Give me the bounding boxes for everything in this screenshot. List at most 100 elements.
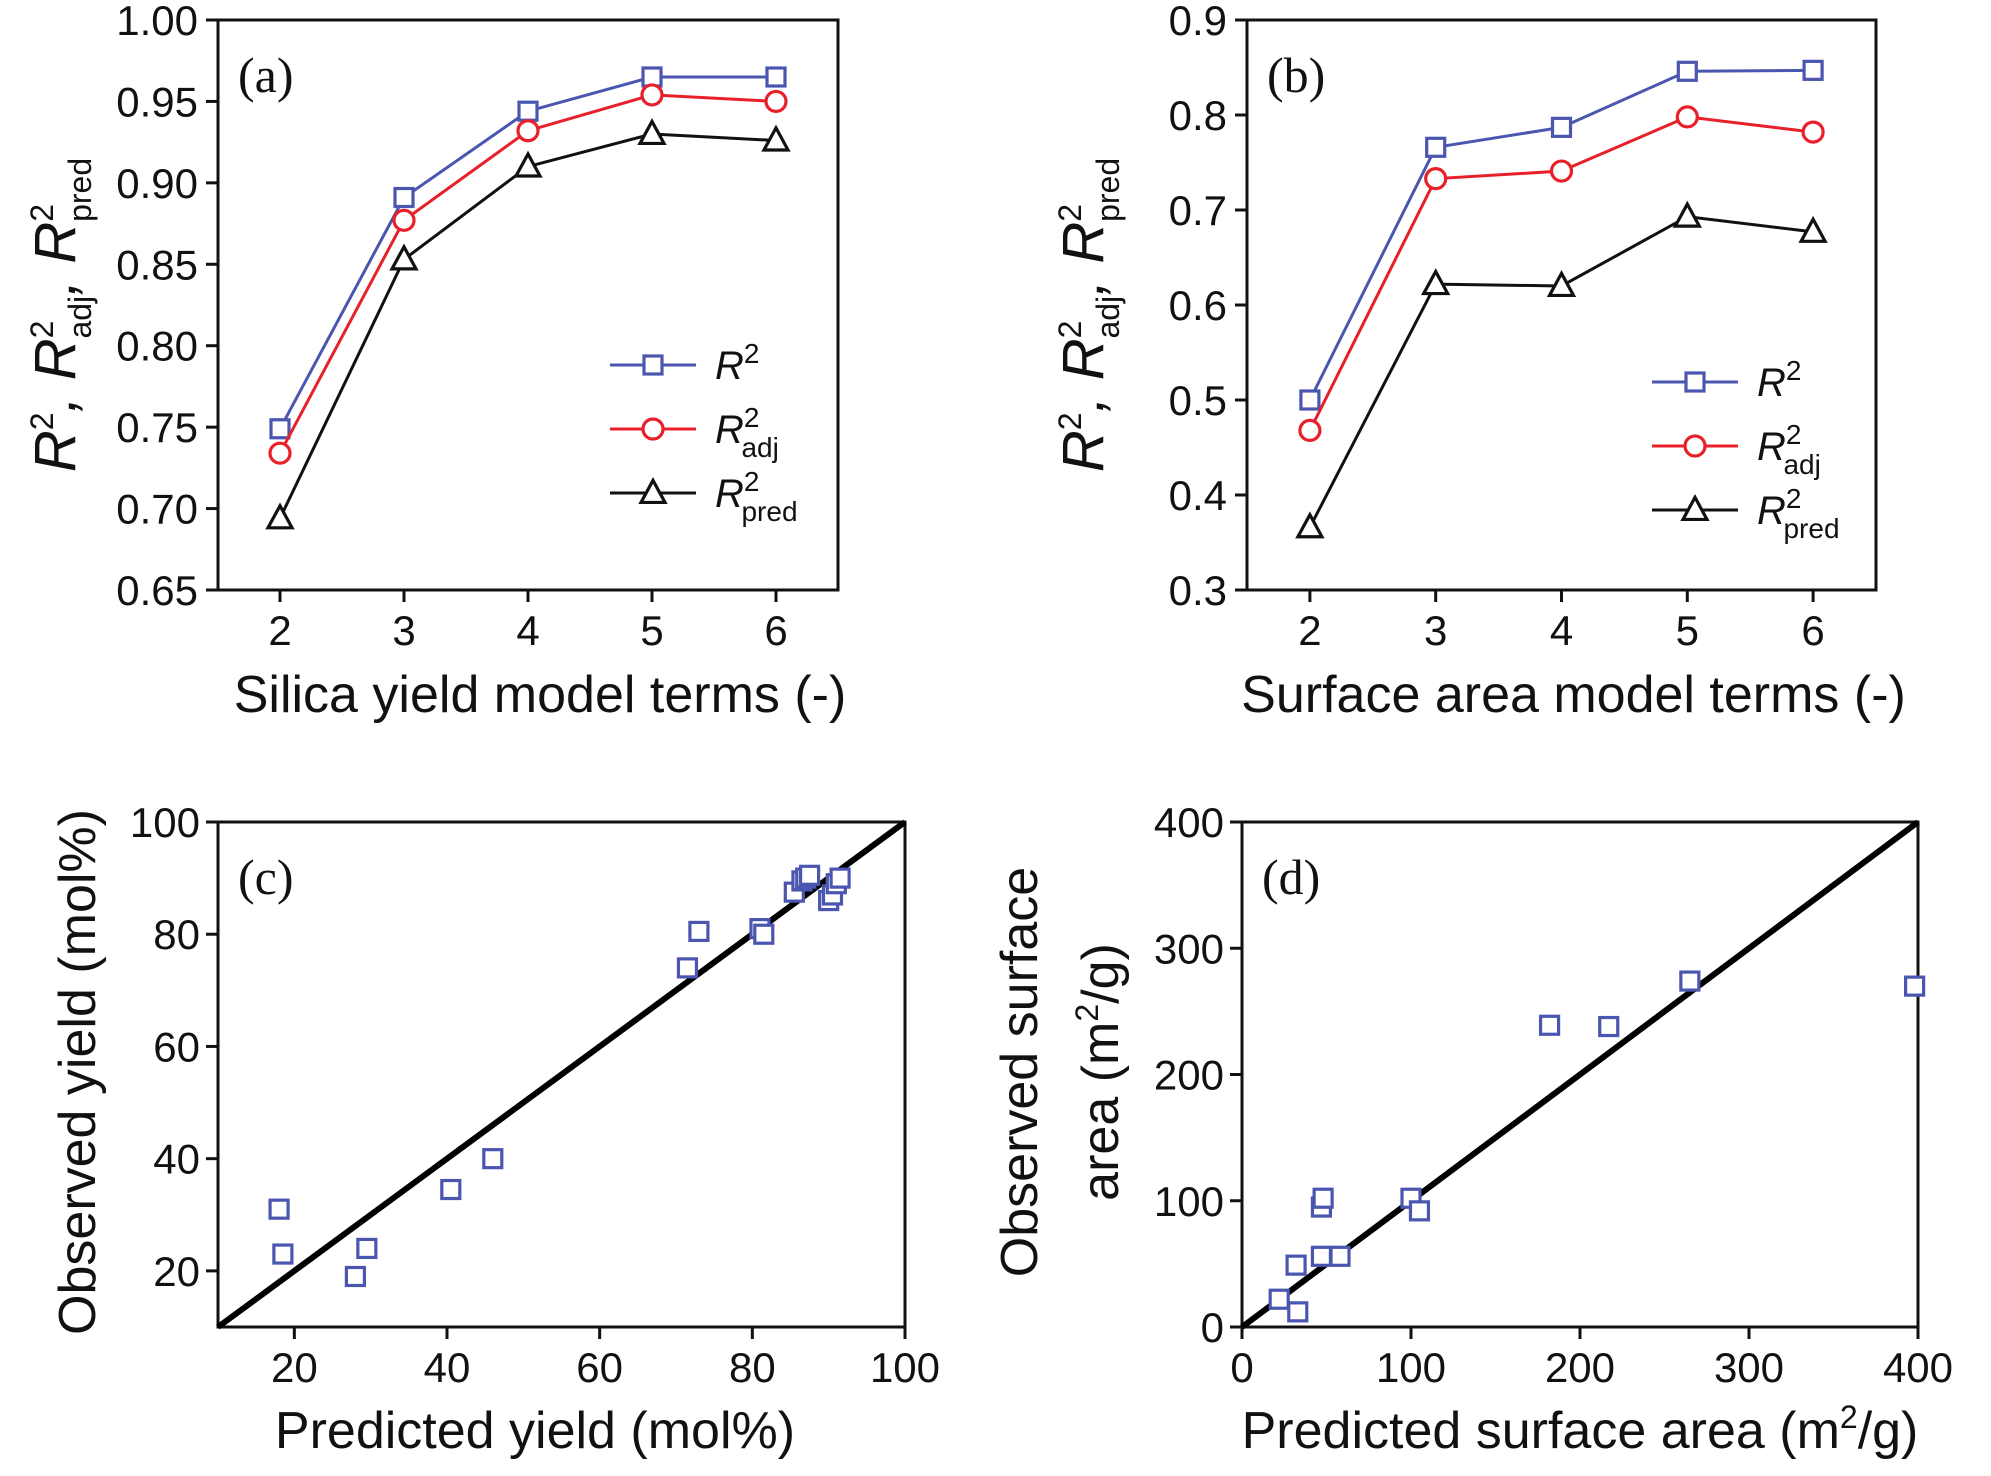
y-tick-label: 0.8 bbox=[1169, 92, 1227, 139]
text-part: R bbox=[23, 222, 88, 264]
data-point-R2adj bbox=[1298, 418, 1322, 442]
x-tick-label: 0 bbox=[1230, 1344, 1253, 1391]
panel-label: (d) bbox=[1262, 849, 1320, 905]
text-part: 2 bbox=[1052, 321, 1088, 339]
y-tick-label: 0.65 bbox=[116, 567, 198, 614]
scatter-point bbox=[344, 1265, 366, 1288]
y-tick-label: 0.80 bbox=[116, 323, 198, 370]
scatter-point bbox=[272, 1243, 294, 1265]
x-tick-label: 40 bbox=[424, 1344, 471, 1391]
y-tick-label: 80 bbox=[153, 911, 200, 958]
text-part: 2 bbox=[744, 402, 760, 433]
x-axis-title: Predicted surface area (m2/g) bbox=[1242, 1399, 1919, 1460]
text-part: 2 bbox=[24, 321, 60, 339]
x-tick-label: 2 bbox=[268, 607, 291, 654]
y-tick-label: 0.4 bbox=[1169, 472, 1227, 519]
text-part: 2 bbox=[1786, 483, 1802, 514]
scatter-point bbox=[829, 867, 851, 889]
parity-line bbox=[216, 819, 907, 1330]
legend-label-R2adj: R2 adj bbox=[715, 402, 779, 463]
y-tick-label: 100 bbox=[130, 799, 200, 846]
parity-line bbox=[1240, 819, 1920, 1330]
x-tick-label: 100 bbox=[1376, 1344, 1446, 1391]
y-tick-label: 40 bbox=[153, 1136, 200, 1183]
text-part: R bbox=[715, 344, 744, 388]
text-part: 2 bbox=[1052, 412, 1088, 430]
x-tick-label: 3 bbox=[392, 607, 415, 654]
data-point-R2 bbox=[393, 186, 415, 209]
text-part: R bbox=[715, 408, 744, 452]
scatter-point bbox=[356, 1237, 378, 1260]
text-part: , bbox=[1051, 264, 1116, 296]
legend-marker-R2 bbox=[642, 354, 664, 376]
text-part: R bbox=[23, 430, 88, 472]
text-part: /g) bbox=[1858, 1402, 1919, 1460]
y-tick-label: 300 bbox=[1154, 925, 1224, 972]
scatter-point bbox=[1408, 1200, 1431, 1222]
panel-c-parity-plot: 20 40 60 80 100 20 40 60 80 100 (c) Predicted yield… bbox=[49, 799, 940, 1460]
text-part: Predicted surface area (m bbox=[1242, 1402, 1840, 1460]
scatter-point bbox=[1310, 1245, 1333, 1267]
scatter-point bbox=[1598, 1015, 1620, 1038]
x-tick-label: 20 bbox=[271, 1344, 318, 1391]
data-point-R2adj bbox=[764, 89, 788, 114]
scatter-point bbox=[440, 1178, 462, 1201]
scatter-point bbox=[1312, 1187, 1334, 1209]
text-part: 2 bbox=[1840, 1399, 1858, 1435]
legend-label-R2adj: R2 adj bbox=[1757, 419, 1821, 480]
data-point-R2adj bbox=[640, 83, 664, 107]
text-part: pred bbox=[62, 158, 98, 222]
scatter-point bbox=[1268, 1288, 1290, 1310]
legend-marker-R2pred bbox=[638, 477, 668, 505]
scatter-point bbox=[753, 923, 775, 945]
x-tick-label: 6 bbox=[764, 607, 787, 654]
data-point-R2pred bbox=[389, 243, 419, 271]
y-axis-title: R2, R2adj, R2pred bbox=[1051, 158, 1126, 472]
text-part: 2 bbox=[1069, 1004, 1105, 1022]
text-part: R bbox=[1051, 430, 1116, 472]
legend-marker-R2 bbox=[1684, 371, 1706, 393]
text-part: 2 bbox=[1786, 419, 1802, 450]
legend-label-R2pred: R2 pred bbox=[715, 466, 798, 527]
x-tick-label: 5 bbox=[640, 607, 663, 654]
text-part: 2 bbox=[24, 412, 60, 430]
text-part: 2 bbox=[744, 338, 760, 369]
data-point-R2adj bbox=[1801, 120, 1825, 144]
scatter-point bbox=[1287, 1301, 1309, 1323]
text-part: R bbox=[1757, 489, 1786, 533]
data-point-R2 bbox=[517, 100, 539, 122]
y-tick-label: 0.3 bbox=[1169, 567, 1227, 614]
data-point-R2pred bbox=[1798, 215, 1828, 243]
text-part: R bbox=[1757, 361, 1786, 405]
text-part: , bbox=[23, 264, 88, 296]
legend-marker-R2adj bbox=[1683, 434, 1707, 458]
y-axis-title-line1: Observed surface bbox=[991, 867, 1049, 1277]
x-tick-label: 100 bbox=[870, 1344, 940, 1391]
y-tick-label: 0.90 bbox=[116, 160, 198, 207]
scatter-point bbox=[1329, 1245, 1351, 1267]
data-point-R2 bbox=[765, 66, 787, 88]
text-part: R bbox=[1051, 338, 1116, 380]
x-tick-label: 4 bbox=[516, 607, 539, 654]
data-point-R2adj bbox=[1675, 105, 1699, 129]
data-point-R2pred bbox=[1672, 200, 1702, 228]
data-point-R2 bbox=[1802, 59, 1824, 81]
data-point-R2pred bbox=[1421, 268, 1451, 296]
x-tick-label: 80 bbox=[729, 1344, 776, 1391]
data-point-R2pred bbox=[513, 150, 543, 178]
y-tick-label: 400 bbox=[1154, 799, 1224, 846]
y-tick-label: 100 bbox=[1154, 1178, 1224, 1225]
panel-label: (c) bbox=[238, 849, 294, 905]
y-tick-label: 0.9 bbox=[1169, 0, 1227, 44]
x-axis-title: Predicted yield (mol%) bbox=[275, 1402, 795, 1460]
scatter-point bbox=[268, 1198, 290, 1220]
y-tick-label: 0.70 bbox=[116, 486, 198, 533]
legend-marker-R2adj bbox=[641, 417, 665, 441]
scatter-point bbox=[1904, 975, 1926, 997]
data-point-R2pred bbox=[637, 118, 667, 146]
data-point-R2 bbox=[269, 418, 291, 440]
text-part: 2 bbox=[744, 466, 760, 497]
x-tick-label: 6 bbox=[1801, 607, 1824, 654]
data-point-R2pred bbox=[265, 502, 295, 530]
